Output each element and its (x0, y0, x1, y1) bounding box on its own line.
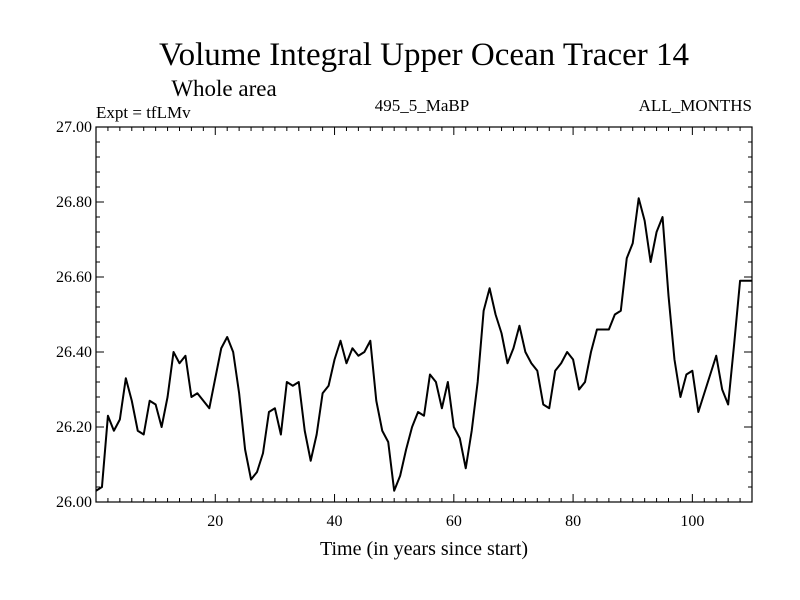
chart-title: Volume Integral Upper Ocean Tracer 14 (159, 37, 689, 73)
chart-subtitle: Whole area (171, 76, 276, 101)
y-tick-label: 26.40 (56, 344, 92, 361)
x-tick-label: 100 (680, 513, 704, 530)
x-tick-label: 60 (446, 513, 462, 530)
y-tick-label: 26.20 (56, 419, 92, 436)
axis-ticks (96, 127, 752, 502)
expt-label: Expt = tfLMv (96, 103, 191, 122)
y-tick-label: 26.00 (56, 494, 92, 511)
y-tick-label: 26.80 (56, 194, 92, 211)
axis-tick-labels: 20 40 60 80 100 26.00 26.20 26.40 26.60 26.80 27.0… (56, 119, 704, 530)
x-axis-label: Time (in years since start) (320, 538, 528, 560)
run-label: 495_5_MaBP (375, 96, 469, 115)
x-tick-label: 20 (207, 513, 223, 530)
series-line (95, 197, 752, 492)
x-tick-label: 40 (327, 513, 343, 530)
plot-frame (95, 126, 753, 503)
y-tick-label: 26.60 (56, 269, 92, 286)
x-tick-label: 80 (565, 513, 581, 530)
months-label: ALL_MONTHS (639, 96, 752, 115)
y-tick-label: 27.00 (56, 119, 92, 136)
